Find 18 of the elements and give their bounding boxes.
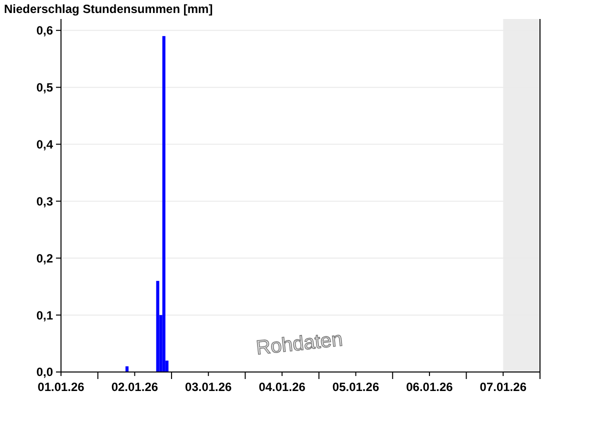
x-tick-label: 07.01.26	[480, 380, 527, 394]
annotation: Rohdaten	[255, 328, 344, 360]
y-tick-label: 0,4	[36, 137, 54, 152]
y-tick-label: 0,1	[36, 308, 54, 322]
y-tick-label: 0,3	[36, 194, 54, 208]
x-tick-label: 01.01.26	[38, 380, 85, 394]
y-tick-label: 0,2	[36, 251, 54, 266]
x-tick-label: 03.01.26	[185, 380, 232, 394]
y-tick-label: 0,0	[36, 365, 54, 380]
y-tick-label: 0,6	[36, 24, 54, 38]
x-tick-label: 05.01.26	[332, 380, 380, 394]
bar	[162, 36, 166, 372]
x-tick-label: 02.01.26	[111, 380, 158, 394]
x-tick-label: 06.01.26	[406, 380, 454, 394]
x-tick-label: 04.01.26	[258, 380, 306, 394]
y-tick-label: 0,5	[36, 80, 54, 95]
bar	[156, 280, 160, 372]
chart-title: Niederschlag Stundensummen [mm]	[4, 2, 213, 16]
